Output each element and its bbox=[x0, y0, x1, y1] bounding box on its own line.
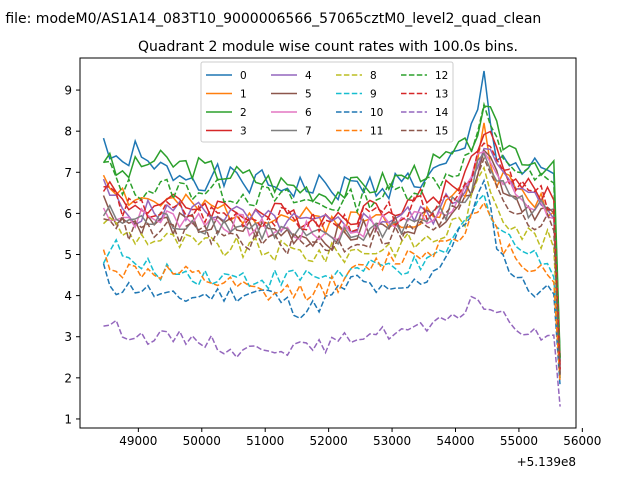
y-tick-label: 3 bbox=[64, 330, 72, 344]
legend-label-9: 9 bbox=[370, 89, 377, 101]
x-tick-label: 54000 bbox=[436, 434, 474, 448]
axes-frame bbox=[79, 57, 577, 429]
y-tick-label: 7 bbox=[64, 166, 72, 180]
legend-label-6: 6 bbox=[305, 107, 312, 119]
series-line-7 bbox=[102, 152, 561, 374]
series-line-1 bbox=[102, 122, 561, 370]
x-tick-label: 52000 bbox=[310, 434, 348, 448]
x-tick-label: 53000 bbox=[373, 434, 411, 448]
legend-label-8: 8 bbox=[370, 70, 377, 82]
x-tick-label: 56000 bbox=[563, 434, 601, 448]
legend-label-14: 14 bbox=[435, 107, 449, 119]
series-line-12 bbox=[103, 101, 561, 362]
y-tick-label: 5 bbox=[64, 248, 72, 262]
legend-label-7: 7 bbox=[305, 126, 312, 138]
series-line-0 bbox=[102, 70, 561, 362]
x-tick-label: 51000 bbox=[246, 434, 284, 448]
legend-label-15: 15 bbox=[435, 126, 448, 138]
x-tick-label: 50000 bbox=[183, 434, 221, 448]
legend-label-5: 5 bbox=[305, 89, 312, 101]
figure-suptitle: n file: modeM0/AS1A14_083T10_9000006566_… bbox=[0, 11, 541, 27]
legend-label-3: 3 bbox=[240, 126, 247, 138]
series-line-8 bbox=[102, 165, 561, 378]
y-tick-label: 4 bbox=[64, 289, 72, 303]
x-axis-offset-label: +5.139e8 bbox=[517, 455, 576, 469]
series-line-11 bbox=[102, 201, 561, 383]
legend-label-13: 13 bbox=[435, 89, 448, 101]
legend-label-0: 0 bbox=[240, 70, 247, 82]
y-axis: 1 2 3 4 5 6 7 8 9 bbox=[64, 84, 80, 426]
x-tick-label: 55000 bbox=[500, 434, 538, 448]
y-tick-label: 8 bbox=[64, 125, 72, 139]
series-line-15 bbox=[103, 156, 561, 378]
legend-label-12: 12 bbox=[435, 70, 448, 82]
y-tick-label: 2 bbox=[64, 371, 72, 385]
chart-title: Quadrant 2 module wise count rates with … bbox=[138, 39, 518, 55]
y-tick-label: 1 bbox=[64, 412, 72, 426]
legend-label-11: 11 bbox=[370, 126, 383, 138]
series-line-4 bbox=[102, 147, 561, 370]
series-line-10 bbox=[102, 178, 561, 387]
legend-label-2: 2 bbox=[240, 107, 247, 119]
plot-lines bbox=[102, 70, 561, 407]
legend-label-4: 4 bbox=[305, 70, 312, 82]
y-tick-label: 6 bbox=[64, 207, 72, 221]
x-tick-label: 49000 bbox=[119, 434, 157, 448]
y-tick-label: 9 bbox=[64, 84, 72, 98]
series-line-14 bbox=[103, 295, 561, 407]
legend-box bbox=[200, 61, 454, 143]
x-axis: 49000 50000 51000 52000 53000 54000 55000 56000 bbox=[119, 428, 601, 448]
legend-label-1: 1 bbox=[240, 89, 247, 101]
series-line-13 bbox=[103, 142, 561, 370]
legend-label-10: 10 bbox=[370, 107, 383, 119]
